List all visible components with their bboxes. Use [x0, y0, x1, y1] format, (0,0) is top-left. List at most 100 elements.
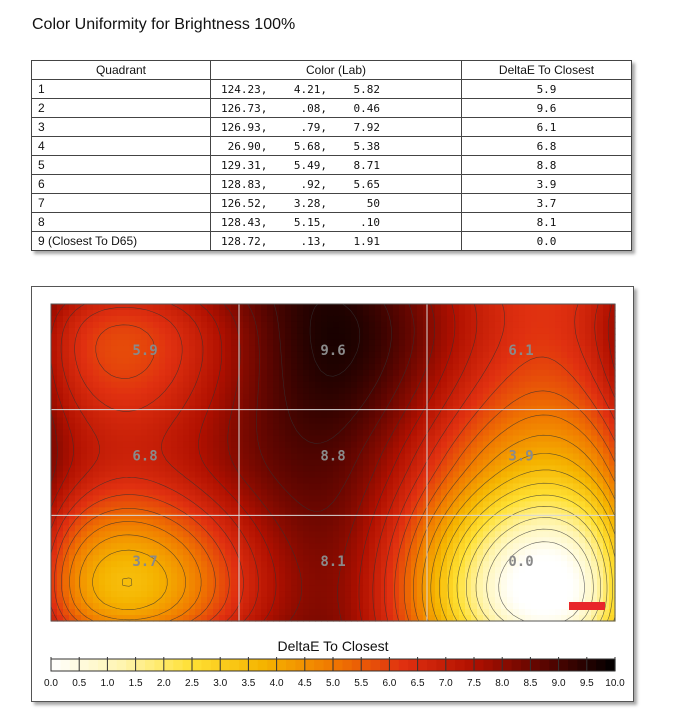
- heatmap-pixel: [291, 375, 298, 383]
- heatmap-pixel: [159, 501, 166, 508]
- heatmap-pixel: [513, 579, 520, 586]
- heatmap-pixel: [609, 381, 616, 389]
- heatmap-pixel: [339, 519, 346, 526]
- heatmap-pixel: [501, 363, 508, 371]
- heatmap-pixel: [459, 429, 466, 437]
- heatmap-pixel: [363, 417, 370, 425]
- heatmap-pixel: [135, 309, 142, 317]
- heatmap-pixel: [243, 435, 250, 443]
- heatmap-pixel: [255, 309, 262, 317]
- heatmap-pixel: [555, 441, 562, 449]
- heatmap-pixel: [51, 447, 58, 455]
- heatmap-pixel: [591, 405, 598, 413]
- heatmap-pixel: [105, 304, 112, 311]
- heatmap-pixel: [465, 351, 472, 359]
- heatmap-pixel: [285, 519, 292, 526]
- heatmap-pixel: [423, 573, 430, 580]
- deltae-cell: 6.8: [461, 136, 632, 156]
- heatmap-pixel: [423, 351, 430, 359]
- heatmap-pixel: [51, 381, 58, 389]
- heatmap-pixel: [399, 567, 406, 574]
- heatmap-pixel: [501, 453, 508, 461]
- heatmap-pixel: [141, 555, 148, 562]
- heatmap-pixel: [243, 501, 250, 508]
- heatmap-pixel: [309, 591, 316, 598]
- heatmap-pixel: [267, 567, 274, 574]
- heatmap-pixel: [165, 357, 172, 365]
- heatmap-pixel: [447, 507, 454, 514]
- heatmap-pixel: [519, 435, 526, 443]
- heatmap-pixel: [375, 459, 382, 467]
- heatmap-pixel: [93, 393, 100, 401]
- heatmap-pixel: [297, 357, 304, 365]
- heatmap-pixel: [567, 423, 574, 431]
- heatmap-pixel: [567, 609, 574, 616]
- heatmap-pixel: [423, 381, 430, 389]
- heatmap-pixel: [315, 465, 322, 473]
- heatmap-pixel: [555, 399, 562, 407]
- heatmap-pixel: [399, 591, 406, 598]
- heatmap-pixel: [333, 429, 340, 437]
- heatmap-pixel: [189, 321, 196, 329]
- heatmap-pixel: [267, 501, 274, 508]
- heatmap-pixel: [201, 453, 208, 461]
- heatmap-pixel: [327, 603, 334, 610]
- heatmap-pixel: [117, 537, 124, 544]
- heatmap-pixel: [225, 471, 232, 479]
- heatmap-pixel: [489, 381, 496, 389]
- heatmap-pixel: [603, 327, 610, 335]
- heatmap-pixel: [357, 513, 364, 520]
- heatmap-pixel: [273, 375, 280, 383]
- heatmap-pixel: [297, 567, 304, 574]
- heatmap-pixel: [603, 447, 610, 455]
- heatmap-pixel: [513, 537, 520, 544]
- heatmap-pixel: [345, 603, 352, 610]
- heatmap-pixel: [471, 393, 478, 401]
- heatmap-pixel: [399, 309, 406, 317]
- heatmap-pixel: [423, 309, 430, 317]
- heatmap-pixel: [375, 405, 382, 413]
- heatmap-pixel: [279, 513, 286, 520]
- heatmap-pixel: [231, 591, 238, 598]
- heatmap-pixel: [231, 567, 238, 574]
- heatmap-pixel: [447, 477, 454, 485]
- heatmap-pixel: [549, 489, 556, 496]
- heatmap-pixel: [123, 513, 130, 520]
- heatmap-pixel: [309, 327, 316, 335]
- heatmap-pixel: [351, 411, 358, 419]
- heatmap-pixel: [435, 387, 442, 395]
- heatmap-pixel: [375, 399, 382, 407]
- heatmap-pixel: [405, 555, 412, 562]
- heatmap-pixel: [237, 519, 244, 526]
- heatmap-pixel: [243, 525, 250, 532]
- heatmap-pixel: [597, 393, 604, 401]
- heatmap-pixel: [177, 567, 184, 574]
- heatmap-pixel: [369, 321, 376, 329]
- heatmap-pixel: [591, 447, 598, 455]
- heatmap-pixel: [363, 351, 370, 359]
- heatmap-pixel: [591, 327, 598, 335]
- heatmap-pixel: [207, 507, 214, 514]
- heatmap-pixel: [267, 483, 274, 491]
- heatmap-pixel: [369, 441, 376, 449]
- heatmap-pixel: [375, 465, 382, 473]
- heatmap-pixel: [435, 597, 442, 604]
- heatmap-pixel: [207, 345, 214, 353]
- heatmap-pixel: [543, 441, 550, 449]
- heatmap-pixel: [267, 447, 274, 455]
- heatmap-pixel: [171, 561, 178, 568]
- heatmap-pixel: [237, 489, 244, 496]
- heatmap-pixel: [303, 375, 310, 383]
- heatmap-pixel: [501, 459, 508, 467]
- heatmap-pixel: [69, 304, 76, 311]
- heatmap-pixel: [285, 411, 292, 419]
- heatmap-pixel: [249, 393, 256, 401]
- heatmap-pixel: [585, 453, 592, 461]
- heatmap-pixel: [279, 357, 286, 365]
- heatmap-pixel: [213, 363, 220, 371]
- heatmap-pixel: [345, 519, 352, 526]
- heatmap-pixel: [603, 537, 610, 544]
- heatmap-pixel: [555, 507, 562, 514]
- heatmap-pixel: [219, 531, 226, 538]
- heatmap-pixel: [357, 405, 364, 413]
